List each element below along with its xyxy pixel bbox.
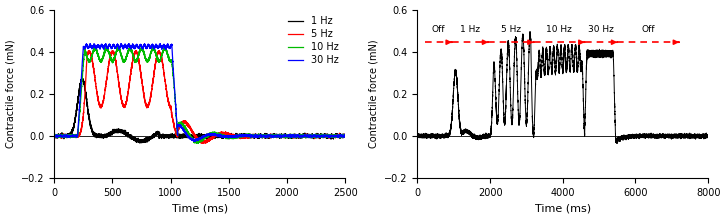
10 Hz xyxy=(222,136,231,138)
30 Hz xyxy=(222,136,231,138)
Y-axis label: Contractile force (mN): Contractile force (mN) xyxy=(6,40,15,148)
Text: 30 Hz: 30 Hz xyxy=(588,25,614,34)
30 Hz xyxy=(340,134,349,137)
10 Hz xyxy=(194,142,203,145)
1 Hz xyxy=(234,134,243,136)
5 Hz xyxy=(340,134,349,137)
10 Hz xyxy=(50,134,59,137)
5 Hz xyxy=(222,133,231,135)
30 Hz xyxy=(50,135,59,138)
Line: 30 Hz: 30 Hz xyxy=(54,44,345,141)
1 Hz xyxy=(281,136,290,139)
30 Hz xyxy=(117,42,126,45)
X-axis label: Time (ms): Time (ms) xyxy=(535,203,591,214)
1 Hz xyxy=(50,134,59,137)
10 Hz xyxy=(281,134,290,137)
5 Hz xyxy=(266,135,274,138)
1 Hz xyxy=(340,133,349,136)
5 Hz xyxy=(234,136,243,138)
5 Hz xyxy=(50,135,59,137)
30 Hz xyxy=(155,44,164,46)
5 Hz xyxy=(281,135,290,138)
1 Hz xyxy=(78,76,86,78)
Text: 10 Hz: 10 Hz xyxy=(546,25,572,34)
5 Hz xyxy=(199,142,208,145)
10 Hz xyxy=(266,134,274,137)
Text: Off: Off xyxy=(431,25,445,34)
30 Hz xyxy=(65,134,73,137)
30 Hz xyxy=(189,140,198,143)
30 Hz xyxy=(281,135,290,138)
Line: 5 Hz: 5 Hz xyxy=(54,51,345,143)
10 Hz xyxy=(155,60,164,62)
Text: 1 Hz: 1 Hz xyxy=(460,25,480,34)
1 Hz xyxy=(135,142,144,144)
10 Hz xyxy=(340,134,349,137)
1 Hz xyxy=(65,134,73,137)
10 Hz xyxy=(102,45,111,48)
Line: 1 Hz: 1 Hz xyxy=(54,77,345,143)
1 Hz xyxy=(222,134,231,136)
10 Hz xyxy=(65,134,73,137)
X-axis label: Time (ms): Time (ms) xyxy=(171,203,228,214)
Legend: 1 Hz, 5 Hz, 10 Hz, 30 Hz: 1 Hz, 5 Hz, 10 Hz, 30 Hz xyxy=(286,14,340,67)
Line: 10 Hz: 10 Hz xyxy=(54,47,345,143)
1 Hz xyxy=(266,135,274,137)
5 Hz xyxy=(131,49,140,52)
30 Hz xyxy=(266,135,274,137)
Y-axis label: Contractile force (mN): Contractile force (mN) xyxy=(369,40,379,148)
Text: 5 Hz: 5 Hz xyxy=(501,25,521,34)
30 Hz xyxy=(234,135,243,137)
1 Hz xyxy=(155,135,164,138)
5 Hz xyxy=(155,51,164,54)
10 Hz xyxy=(234,135,243,137)
5 Hz xyxy=(65,134,73,137)
Text: Off: Off xyxy=(642,25,655,34)
